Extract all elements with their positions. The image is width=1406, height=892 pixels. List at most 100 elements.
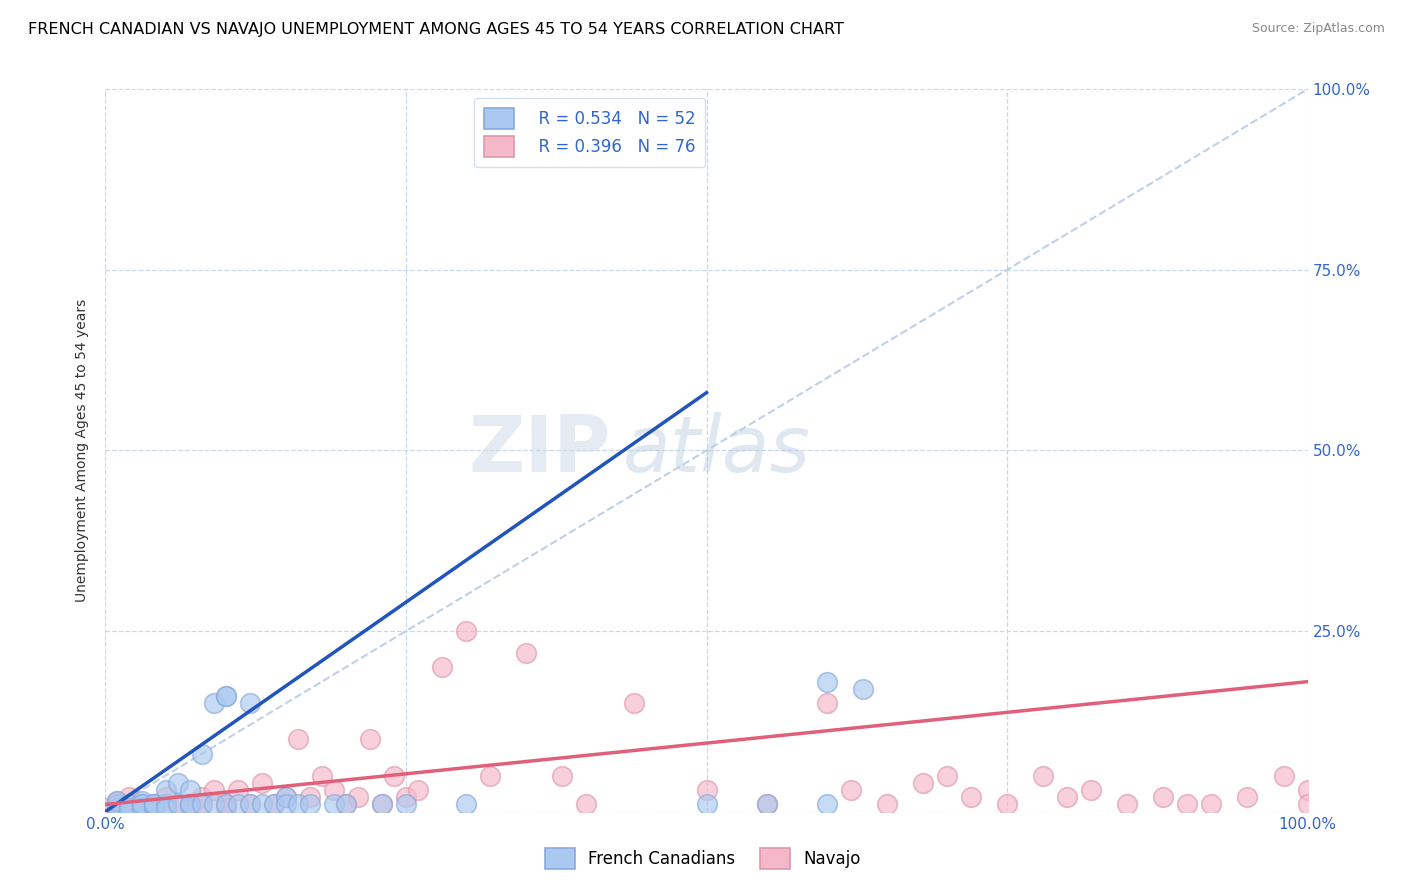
Point [696, 797, 718, 812]
Point [1236, 790, 1258, 805]
Point [142, 797, 165, 812]
Point [155, 801, 177, 815]
Point [263, 797, 285, 812]
Point [94, 801, 117, 815]
Point [118, 805, 141, 819]
Point [430, 660, 453, 674]
Legend:   R = 0.534   N = 52,   R = 0.396   N = 76: R = 0.534 N = 52, R = 0.396 N = 76 [474, 97, 706, 167]
Point [155, 797, 177, 812]
Point [118, 797, 141, 812]
Point [118, 797, 141, 812]
Point [454, 797, 477, 812]
Point [311, 768, 333, 783]
Point [107, 801, 129, 815]
Point [107, 797, 129, 812]
Point [1272, 768, 1295, 783]
Point [179, 783, 201, 797]
Point [298, 797, 321, 812]
Point [118, 801, 141, 815]
Point [852, 681, 875, 696]
Point [107, 801, 129, 815]
Point [107, 805, 129, 819]
Point [107, 801, 129, 815]
Point [118, 801, 141, 815]
Point [166, 797, 188, 812]
Point [155, 801, 177, 815]
Point [107, 794, 129, 808]
Point [287, 732, 309, 747]
Point [214, 797, 236, 812]
Point [131, 801, 153, 815]
Point [214, 689, 236, 703]
Point [179, 797, 201, 812]
Point [322, 783, 344, 797]
Point [202, 797, 225, 812]
Point [142, 797, 165, 812]
Point [155, 783, 177, 797]
Point [335, 797, 357, 812]
Point [395, 797, 418, 812]
Point [395, 790, 418, 805]
Point [166, 776, 188, 790]
Point [131, 801, 153, 815]
Point [142, 805, 165, 819]
Point [239, 797, 262, 812]
Point [131, 801, 153, 815]
Point [190, 797, 212, 812]
Point [1032, 768, 1054, 783]
Point [118, 797, 141, 812]
Point [274, 797, 297, 812]
Point [995, 797, 1018, 812]
Point [179, 797, 201, 812]
Point [190, 797, 212, 812]
Point [202, 783, 225, 797]
Point [1296, 797, 1319, 812]
Point [359, 732, 381, 747]
Point [1201, 797, 1223, 812]
Point [250, 797, 273, 812]
Point [179, 797, 201, 812]
Point [155, 790, 177, 805]
Point [118, 801, 141, 815]
Legend: French Canadians, Navajo: French Canadians, Navajo [537, 839, 869, 878]
Point [226, 783, 249, 797]
Point [214, 801, 236, 815]
Point [107, 794, 129, 808]
Point [107, 805, 129, 819]
Point [515, 646, 537, 660]
Point [1116, 797, 1139, 812]
Point [876, 797, 898, 812]
Point [287, 797, 309, 812]
Point [1296, 783, 1319, 797]
Point [815, 696, 838, 710]
Point [347, 790, 370, 805]
Point [1152, 790, 1174, 805]
Point [131, 797, 153, 812]
Point [239, 696, 262, 710]
Point [1175, 797, 1198, 812]
Point [322, 797, 344, 812]
Point [371, 797, 394, 812]
Point [623, 696, 645, 710]
Point [1080, 783, 1102, 797]
Point [107, 797, 129, 812]
Y-axis label: Unemployment Among Ages 45 to 54 years: Unemployment Among Ages 45 to 54 years [76, 299, 90, 602]
Text: ZIP: ZIP [468, 412, 610, 489]
Point [551, 768, 574, 783]
Point [839, 783, 862, 797]
Point [575, 797, 598, 812]
Point [214, 689, 236, 703]
Point [166, 797, 188, 812]
Point [226, 797, 249, 812]
Point [142, 801, 165, 815]
Point [960, 790, 983, 805]
Point [190, 790, 212, 805]
Point [755, 797, 778, 812]
Point [142, 797, 165, 812]
Point [936, 768, 959, 783]
Point [335, 797, 357, 812]
Point [1056, 790, 1078, 805]
Point [454, 624, 477, 639]
Point [131, 797, 153, 812]
Point [479, 768, 502, 783]
